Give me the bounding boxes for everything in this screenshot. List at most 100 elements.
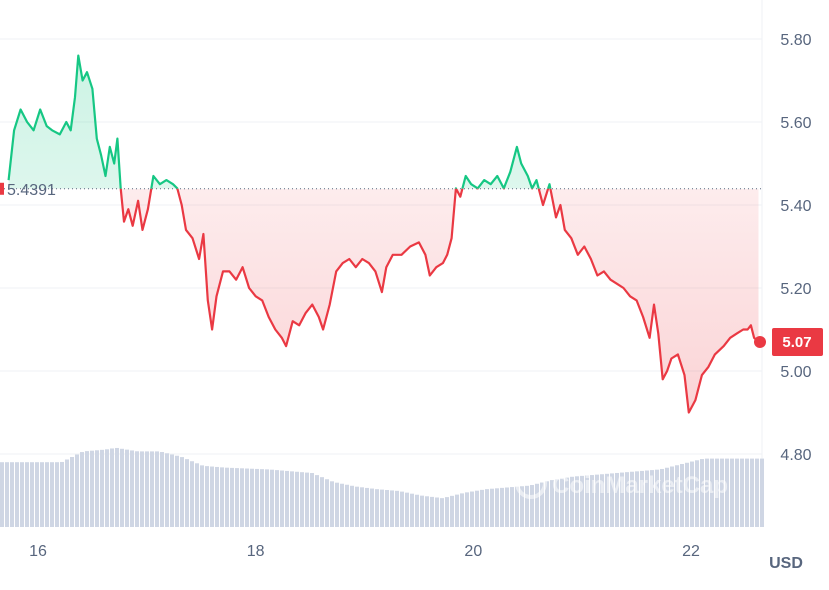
volume-bar <box>665 467 669 527</box>
volume-bar <box>600 474 604 527</box>
x-tick-label: 20 <box>464 543 482 560</box>
volume-bar <box>400 491 404 527</box>
volume-bar <box>315 475 319 527</box>
volume-bar <box>585 475 589 527</box>
volume-bar <box>395 490 399 527</box>
volume-bar <box>130 450 134 527</box>
volume-bar <box>520 486 524 527</box>
volume-bar <box>515 486 519 527</box>
volume-bar <box>710 458 714 527</box>
last-price-dot <box>754 335 766 348</box>
reference-price-label: 5.4391 <box>0 182 56 199</box>
y-tick-label: 4.80 <box>780 447 811 464</box>
volume-bar <box>120 448 124 527</box>
volume-bar <box>575 476 579 527</box>
volume-bar <box>435 497 439 527</box>
volume-bar <box>30 462 34 527</box>
volume-bar <box>570 476 574 527</box>
volume-bar <box>680 464 684 527</box>
volume-bar <box>715 458 719 527</box>
volume-bar <box>630 471 634 527</box>
price-area-fill <box>8 55 759 413</box>
volume-bar <box>260 469 264 527</box>
volume-bar <box>525 485 529 527</box>
volume-bar <box>80 452 84 527</box>
currency-label: USD <box>769 555 803 572</box>
volume-bar <box>365 487 369 527</box>
volume-bar <box>500 487 504 527</box>
volume-bar <box>530 485 534 527</box>
volume-bar <box>205 466 209 527</box>
volume-bar <box>225 467 229 527</box>
volume-bar <box>635 471 639 527</box>
volume-bar <box>230 467 234 527</box>
volume-bar <box>490 488 494 527</box>
volume-bar <box>95 450 99 527</box>
y-tick-label: 5.20 <box>780 281 811 298</box>
watermark: CoinMarketCap <box>515 467 728 499</box>
volume-bar <box>70 457 74 527</box>
volume-bar <box>85 451 89 527</box>
volume-bar <box>460 493 464 527</box>
volume-bar <box>280 470 284 527</box>
y-tick-label: 5.60 <box>780 115 811 132</box>
volume-bar <box>240 468 244 527</box>
volume-bar <box>755 458 759 527</box>
volume-bar <box>540 482 544 527</box>
volume-bar <box>160 452 164 527</box>
watermark-text: CoinMarketCap <box>552 472 728 499</box>
volume-bar <box>175 455 179 527</box>
volume-bar <box>415 494 419 527</box>
volume-bar <box>565 477 569 527</box>
reference-price-marker <box>0 182 4 195</box>
volume-bar <box>5 462 9 527</box>
volume-bar <box>620 472 624 527</box>
volume-bar <box>555 479 559 527</box>
volume-bar <box>20 462 24 527</box>
volume-bar <box>510 487 514 527</box>
volume-bar <box>675 465 679 527</box>
volume-bar <box>115 447 119 527</box>
price-area-up <box>8 55 551 189</box>
volume-bar <box>320 477 324 527</box>
volume-bar <box>485 489 489 527</box>
volume-bar <box>55 462 59 527</box>
y-tick-label: 5.00 <box>780 364 811 381</box>
volume-bar <box>750 458 754 527</box>
volume-bar <box>505 487 509 527</box>
volume-bar <box>25 462 29 527</box>
volume-bar <box>440 498 444 527</box>
volume-bar <box>405 492 409 527</box>
volume-bar <box>305 472 309 527</box>
volume-bar <box>15 462 19 527</box>
volume-bar <box>560 478 564 527</box>
last-price-text: 5.07 <box>782 334 811 351</box>
volume-bar <box>110 448 114 527</box>
volume-bar <box>590 475 594 527</box>
price-area-down <box>8 188 759 413</box>
volume-bar <box>295 471 299 527</box>
volume-bar <box>350 485 354 527</box>
volume-bar <box>310 473 314 527</box>
volume-bar <box>105 449 109 527</box>
volume-bar <box>345 484 349 527</box>
volume-bar <box>660 468 664 527</box>
volume-bar <box>290 471 294 527</box>
volume-bar <box>60 461 64 527</box>
volume-bar <box>420 495 424 527</box>
volume-bar <box>285 470 289 527</box>
volume-bar <box>480 489 484 527</box>
coinmarketcap-logo-icon <box>515 467 547 499</box>
volume-bar <box>455 494 459 527</box>
volume-bar <box>245 468 249 527</box>
volume-bar <box>140 451 144 527</box>
volume-bar <box>385 490 389 527</box>
volume-bar <box>745 458 749 527</box>
volume-bar <box>450 495 454 527</box>
volume-bar <box>220 467 224 527</box>
volume-bar <box>330 481 334 527</box>
volume-bar <box>185 459 189 527</box>
volume-bar <box>265 469 269 527</box>
x-axis: 16 18 20 22 <box>29 543 700 560</box>
